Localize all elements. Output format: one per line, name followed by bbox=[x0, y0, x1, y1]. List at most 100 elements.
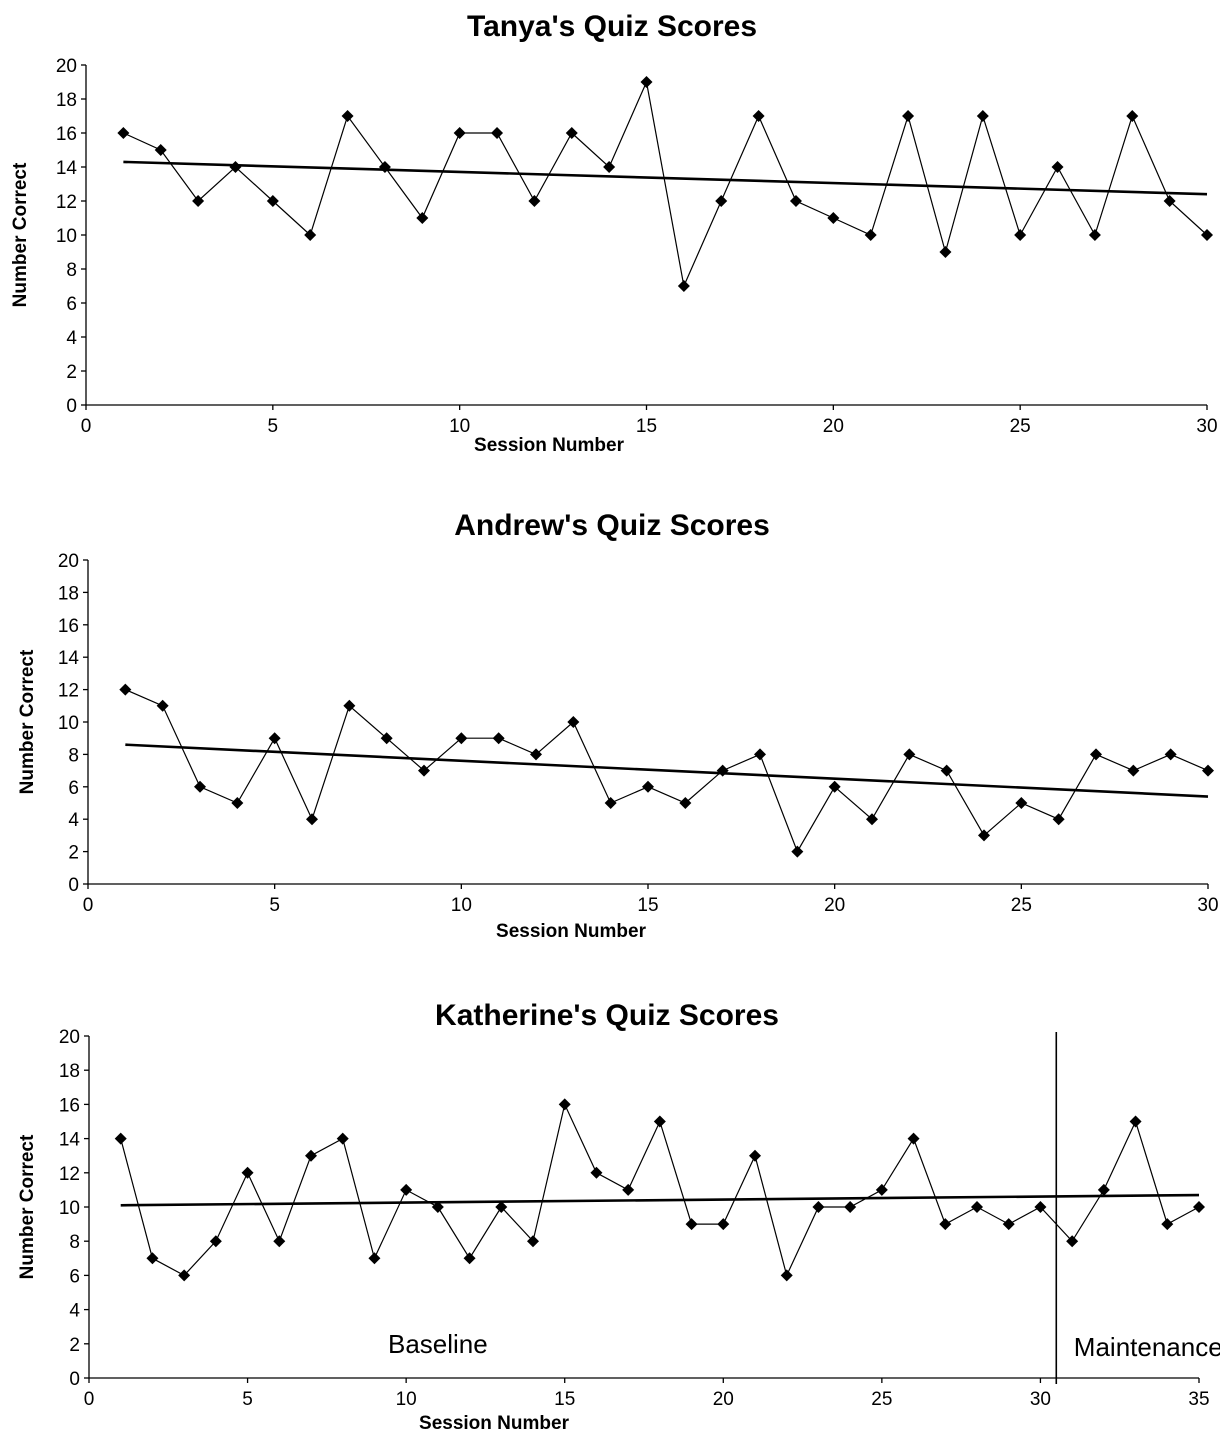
y-tick-label: 14 bbox=[58, 648, 80, 669]
data-point bbox=[1201, 229, 1213, 241]
x-axis-label: Session Number bbox=[474, 435, 625, 456]
y-tick-label: 8 bbox=[69, 1232, 80, 1253]
chart-title: Andrew's Quiz Scores bbox=[454, 509, 770, 542]
data-point bbox=[194, 780, 206, 793]
data-point bbox=[192, 195, 205, 207]
y-tick-label: 20 bbox=[58, 551, 79, 572]
y-tick-label: 8 bbox=[66, 260, 77, 281]
y-tick-label: 18 bbox=[58, 583, 79, 604]
y-tick-label: 18 bbox=[59, 1061, 80, 1082]
data-point bbox=[119, 683, 132, 696]
x-tick-label: 30 bbox=[1196, 416, 1217, 437]
data-point bbox=[1164, 748, 1177, 761]
data-point bbox=[241, 1166, 254, 1179]
data-point bbox=[491, 127, 504, 139]
y-tick-label: 10 bbox=[59, 1198, 80, 1219]
y-tick-label: 12 bbox=[58, 681, 79, 702]
y-tick-label: 16 bbox=[56, 124, 77, 145]
data-point bbox=[754, 748, 766, 761]
data-point bbox=[305, 1149, 317, 1162]
data-point bbox=[907, 1132, 920, 1145]
x-tick-label: 5 bbox=[269, 895, 280, 916]
chart-andrew: Andrew's Quiz Scores 0 2 4 6 8 10 12 14 16 18 20 0 5 1… bbox=[17, 509, 1219, 942]
data-point bbox=[1129, 1115, 1142, 1128]
y-tick-label: 0 bbox=[68, 875, 79, 896]
data-point bbox=[1002, 1218, 1015, 1231]
data-point bbox=[156, 699, 169, 712]
phase-label: Baseline bbox=[388, 1329, 488, 1359]
data-point bbox=[622, 1183, 635, 1196]
data-point bbox=[117, 127, 130, 139]
y-tick-label: 0 bbox=[69, 1369, 80, 1390]
data-point bbox=[304, 229, 317, 241]
data-point bbox=[791, 845, 804, 858]
y-tick-label: 6 bbox=[69, 1266, 80, 1287]
series-line bbox=[120, 1102, 1200, 1278]
data-point bbox=[978, 829, 990, 842]
data-point bbox=[590, 1166, 603, 1179]
x-tick-label: 10 bbox=[451, 895, 472, 916]
data-point bbox=[812, 1201, 825, 1213]
data-point bbox=[400, 1183, 413, 1196]
data-point bbox=[266, 195, 279, 207]
y-tick-label: 2 bbox=[66, 362, 77, 383]
data-point bbox=[1193, 1201, 1205, 1213]
data-point bbox=[1052, 813, 1065, 826]
data-point bbox=[864, 229, 877, 241]
y-tick-label: 4 bbox=[68, 810, 79, 831]
data-point bbox=[565, 127, 578, 139]
x-tick-label: 25 bbox=[1010, 416, 1031, 437]
data-point bbox=[463, 1252, 476, 1265]
data-point bbox=[844, 1201, 857, 1213]
data-point bbox=[146, 1252, 159, 1265]
data-point bbox=[209, 1235, 222, 1248]
data-point bbox=[685, 1218, 698, 1231]
data-point bbox=[336, 1132, 349, 1145]
data-point bbox=[527, 1235, 539, 1248]
data-point bbox=[679, 797, 692, 809]
x-tick-label: 10 bbox=[449, 416, 470, 437]
data-point bbox=[1126, 110, 1139, 122]
data-point bbox=[558, 1098, 571, 1111]
data-point bbox=[715, 195, 728, 207]
x-axis-label: Session Number bbox=[419, 1413, 570, 1434]
y-axis-label: Number Correct bbox=[10, 162, 31, 307]
data-point bbox=[492, 732, 505, 745]
x-tick-label: 15 bbox=[636, 416, 657, 437]
y-tick-label: 10 bbox=[56, 226, 77, 247]
data-point bbox=[368, 1252, 381, 1265]
data-point bbox=[902, 110, 915, 122]
data-point bbox=[677, 280, 690, 292]
data-point bbox=[828, 780, 841, 793]
data-point bbox=[418, 764, 430, 777]
data-point bbox=[1014, 229, 1027, 241]
data-point bbox=[603, 161, 616, 173]
data-point bbox=[380, 732, 393, 745]
data-point bbox=[939, 246, 952, 258]
y-axis-label: Number Correct bbox=[17, 649, 38, 794]
x-axis-label: Session Number bbox=[496, 921, 647, 942]
x-tick-label: 20 bbox=[713, 1389, 734, 1410]
chart-title: Katherine's Quiz Scores bbox=[435, 999, 779, 1032]
y-tick-label: 20 bbox=[56, 56, 77, 77]
trend-line bbox=[125, 743, 1209, 798]
x-tick-label: 0 bbox=[83, 895, 94, 916]
data-point bbox=[306, 813, 318, 826]
x-tick-label: 5 bbox=[242, 1389, 253, 1410]
x-tick-label: 0 bbox=[84, 1389, 95, 1410]
y-tick-label: 2 bbox=[69, 1335, 80, 1356]
data-point bbox=[640, 76, 653, 88]
data-point bbox=[154, 144, 167, 156]
data-point bbox=[1015, 797, 1028, 809]
x-tick-label: 30 bbox=[1197, 895, 1218, 916]
data-point bbox=[495, 1201, 508, 1213]
data-point bbox=[178, 1269, 191, 1282]
data-point bbox=[1090, 748, 1102, 761]
data-point bbox=[752, 110, 765, 122]
data-point bbox=[653, 1115, 666, 1128]
data-point bbox=[268, 732, 281, 745]
y-tick-label: 12 bbox=[59, 1164, 80, 1185]
data-point bbox=[1163, 195, 1176, 207]
data-point bbox=[1202, 764, 1214, 777]
data-point bbox=[604, 797, 617, 809]
